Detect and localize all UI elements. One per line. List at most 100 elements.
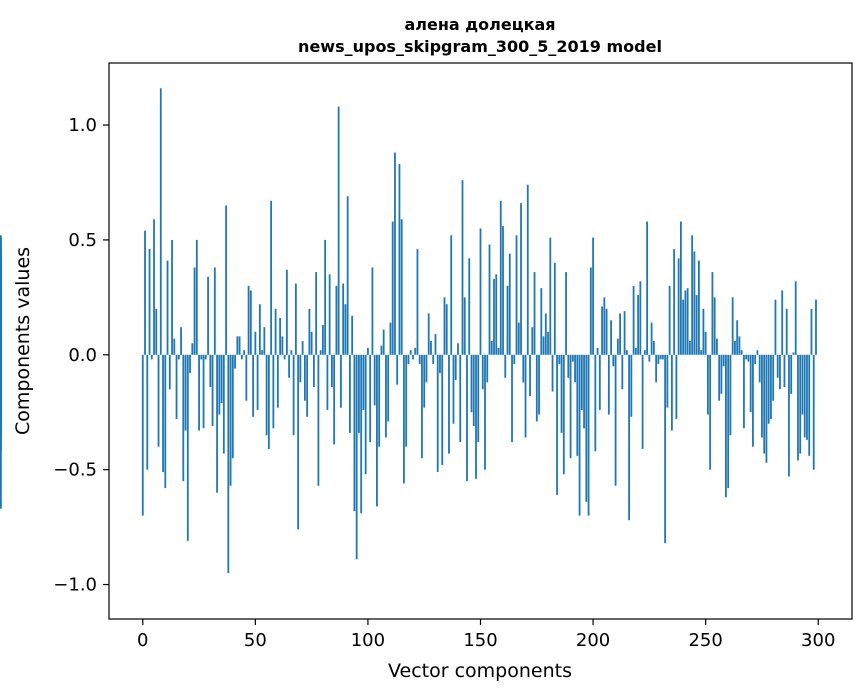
bar bbox=[729, 354, 732, 436]
bar bbox=[463, 297, 466, 355]
bar bbox=[585, 354, 588, 502]
bar bbox=[587, 354, 590, 516]
bar bbox=[448, 354, 450, 454]
bar bbox=[727, 354, 730, 489]
bar bbox=[783, 354, 786, 387]
bar bbox=[171, 239, 173, 355]
bar bbox=[400, 219, 403, 355]
bar bbox=[146, 354, 149, 470]
bar bbox=[310, 331, 313, 355]
bar bbox=[0, 354, 2, 420]
bar bbox=[461, 180, 464, 355]
bar bbox=[328, 274, 331, 355]
bar bbox=[200, 354, 203, 360]
bar bbox=[776, 354, 779, 378]
bar bbox=[243, 350, 245, 355]
bar bbox=[792, 352, 795, 355]
bar bbox=[571, 354, 574, 362]
bar bbox=[308, 308, 311, 355]
bar bbox=[506, 285, 509, 355]
bar bbox=[594, 354, 597, 452]
bar bbox=[589, 267, 592, 355]
bar bbox=[346, 196, 349, 355]
y-tick-label: −0.5 bbox=[53, 460, 97, 481]
bar bbox=[767, 354, 770, 424]
bar bbox=[150, 354, 153, 360]
y-tick-label: 0.0 bbox=[68, 345, 97, 366]
bar bbox=[166, 260, 169, 355]
bar bbox=[788, 354, 790, 477]
bar bbox=[639, 281, 642, 355]
bar bbox=[810, 308, 813, 355]
bar bbox=[490, 341, 493, 355]
bar bbox=[704, 331, 707, 355]
bar bbox=[808, 354, 811, 456]
bar bbox=[707, 354, 709, 415]
bar bbox=[162, 354, 164, 472]
bar bbox=[292, 354, 295, 436]
x-tick-label: 200 bbox=[576, 630, 610, 651]
bar bbox=[274, 308, 277, 355]
bar bbox=[481, 354, 484, 390]
bar bbox=[592, 237, 594, 355]
bar bbox=[324, 239, 327, 355]
bar bbox=[193, 267, 196, 355]
bar bbox=[184, 354, 187, 431]
bar bbox=[387, 354, 390, 422]
bar bbox=[761, 354, 763, 438]
bar bbox=[736, 320, 739, 355]
bar bbox=[580, 354, 583, 410]
bar bbox=[364, 354, 367, 475]
bar bbox=[382, 329, 385, 355]
bar bbox=[725, 354, 727, 498]
bar bbox=[276, 354, 279, 408]
bar bbox=[749, 354, 752, 413]
bar bbox=[468, 258, 471, 355]
bar bbox=[801, 354, 804, 415]
bar bbox=[781, 290, 784, 355]
bar bbox=[547, 331, 549, 355]
bar bbox=[553, 262, 556, 355]
bar bbox=[380, 345, 383, 355]
bar bbox=[740, 350, 743, 355]
bar bbox=[610, 320, 612, 355]
x-axis-ticks: 0 50 100 150 200 250 300 bbox=[137, 619, 835, 651]
bar bbox=[799, 354, 802, 454]
bar bbox=[425, 354, 428, 383]
bar bbox=[479, 228, 482, 355]
bar bbox=[265, 354, 268, 436]
bar bbox=[297, 354, 300, 530]
bar bbox=[472, 354, 475, 427]
bar bbox=[576, 354, 579, 456]
bar bbox=[812, 354, 815, 470]
bar bbox=[351, 315, 354, 355]
bar bbox=[520, 203, 522, 355]
bar bbox=[650, 322, 653, 355]
bar bbox=[524, 354, 527, 438]
bar bbox=[312, 354, 315, 387]
bar bbox=[691, 235, 694, 355]
bar bbox=[517, 322, 520, 355]
bar bbox=[720, 354, 723, 394]
bar bbox=[164, 354, 167, 489]
bar bbox=[562, 354, 565, 475]
bar bbox=[497, 347, 500, 355]
bar bbox=[785, 308, 788, 355]
bar bbox=[191, 343, 194, 355]
bar bbox=[272, 354, 275, 429]
bar bbox=[148, 249, 151, 355]
bar bbox=[679, 221, 682, 355]
bar bbox=[358, 354, 360, 433]
bar bbox=[355, 354, 358, 560]
bar bbox=[601, 306, 603, 355]
x-tick-label: 150 bbox=[463, 630, 497, 651]
bar bbox=[513, 354, 516, 364]
bar bbox=[385, 354, 387, 438]
bar bbox=[743, 354, 745, 429]
bar bbox=[551, 354, 554, 392]
bar bbox=[648, 354, 651, 362]
bar bbox=[457, 343, 459, 355]
bar bbox=[207, 276, 209, 355]
plot-frame bbox=[108, 62, 853, 620]
bar bbox=[493, 278, 495, 355]
